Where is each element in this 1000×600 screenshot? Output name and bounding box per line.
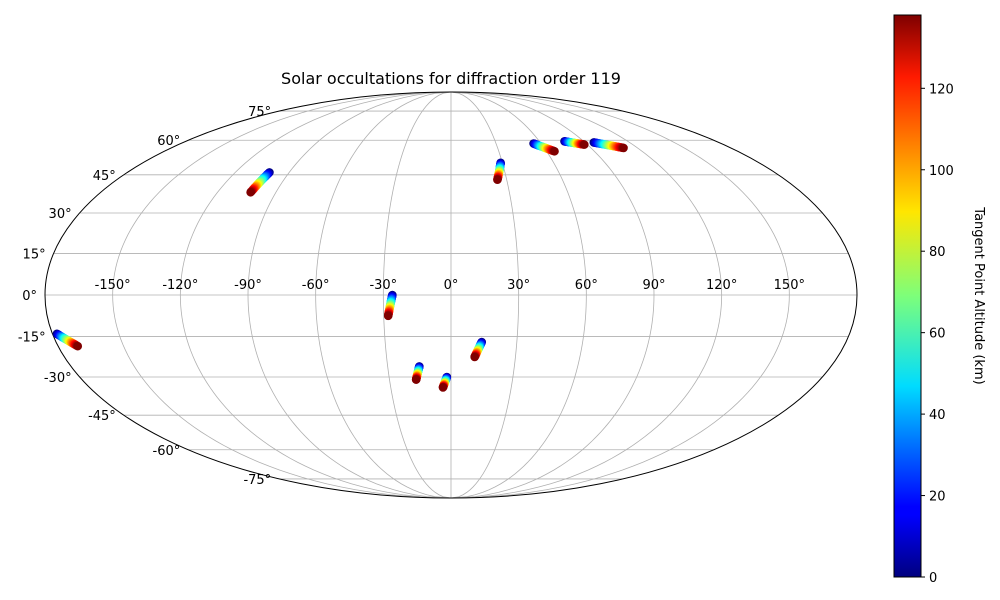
- y-tick-label: 30°: [49, 207, 72, 222]
- x-tick-label: -30°: [369, 278, 397, 293]
- x-tick-label: -120°: [162, 278, 198, 293]
- occultation-track: [52, 329, 83, 351]
- colorbar-label: Tangent Point Altitude (km): [971, 206, 986, 384]
- data-point: [579, 140, 589, 149]
- occultation-track: [589, 138, 628, 153]
- x-tick-label: -60°: [302, 278, 330, 293]
- occultation-track: [383, 290, 397, 321]
- y-tick-label: 15°: [23, 247, 46, 262]
- colorbar-tick-label: 0: [929, 571, 937, 586]
- colorbar-tick-label: 40: [929, 408, 946, 423]
- data-point: [383, 311, 393, 321]
- x-tick-label: 90°: [642, 278, 665, 293]
- x-tick-label: 60°: [575, 278, 598, 293]
- colorbar-tick-label: 80: [929, 245, 946, 260]
- x-tick-label: 150°: [774, 278, 805, 293]
- map-outline: [44, 91, 858, 499]
- y-tick-label: -15°: [18, 331, 46, 346]
- y-tick-label: 45°: [93, 169, 116, 184]
- colorbar-tick-label: 20: [929, 490, 946, 505]
- colorbar-ticks: 0 20 40 60 80 100 120: [921, 82, 954, 586]
- map-plot-area: -150° -120° -90° -60° -30° 0° 30° 60° 90° 120° 150…: [18, 91, 858, 499]
- data-point: [73, 341, 83, 351]
- data-point: [550, 146, 559, 156]
- occultation-track: [438, 372, 452, 392]
- colorbar: 0 20 40 60 80 100 120 Tangent Point Altitude (…: [893, 14, 986, 586]
- data-point: [470, 352, 479, 362]
- y-tick-label: 60°: [157, 134, 180, 149]
- y-tick-label: -75°: [243, 473, 271, 488]
- colorbar-tick-label: 60: [929, 327, 946, 342]
- y-tick-label: -45°: [88, 409, 116, 424]
- y-tick-label: 0°: [22, 289, 37, 304]
- x-tick-label: 0°: [444, 278, 459, 293]
- occultation-track: [493, 158, 505, 185]
- occultation-track: [560, 137, 589, 149]
- data-point: [411, 375, 421, 384]
- x-tick-labels: -150° -120° -90° -60° -30° 0° 30° 60° 90° 120° 150…: [95, 278, 805, 293]
- colorbar-gradient: [893, 14, 922, 578]
- data-point: [246, 187, 255, 197]
- data-point: [619, 143, 628, 153]
- x-tick-label: 120°: [706, 278, 737, 293]
- occultation-points: [52, 137, 628, 392]
- data-point: [438, 383, 448, 392]
- occultation-track: [246, 168, 274, 197]
- x-tick-label: -90°: [234, 278, 262, 293]
- y-tick-label: -30°: [44, 371, 72, 386]
- y-tick-labels: -75° -60° -45° -30° -15° 0° 15° 30° 45° 60° 75°: [18, 105, 271, 488]
- occultation-track: [529, 139, 559, 156]
- gridlines: [45, 92, 857, 498]
- colorbar-tick-label: 100: [929, 164, 954, 179]
- data-point: [493, 175, 502, 185]
- colorbar-tick-label: 120: [929, 82, 954, 97]
- y-tick-label: -60°: [153, 444, 181, 459]
- x-tick-label: 30°: [507, 278, 530, 293]
- y-tick-label: 75°: [248, 105, 271, 120]
- occultation-track: [411, 362, 424, 384]
- occultation-track: [470, 337, 487, 362]
- chart-title: Solar occultations for diffraction order…: [281, 69, 621, 88]
- x-tick-label: -150°: [95, 278, 131, 293]
